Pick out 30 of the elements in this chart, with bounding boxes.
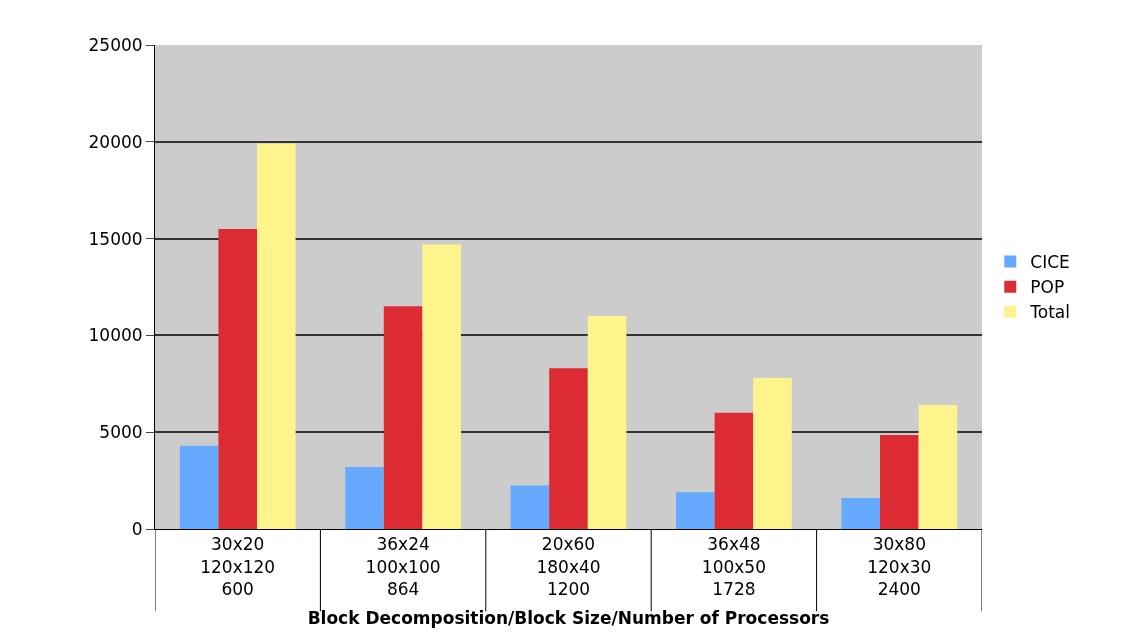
bar — [676, 492, 715, 529]
x-tick-label: 30x80 120x30 2400 — [867, 534, 932, 599]
bar — [714, 412, 754, 529]
legend-label: Total — [1029, 302, 1070, 323]
x-tick-label: 20x60 180x40 1200 — [536, 534, 601, 599]
x-tick-label: 36x24 100x100 864 — [365, 534, 441, 599]
y-tick-label: 15000 — [88, 228, 143, 249]
y-tick-label: 25000 — [88, 34, 143, 55]
bar — [587, 316, 627, 529]
bar — [257, 143, 296, 529]
bar — [422, 244, 461, 529]
x-axis-title: Block Decomposition/Block Size/Number of Processors — [307, 608, 830, 628]
bar — [880, 435, 919, 529]
bar — [510, 485, 550, 529]
bar — [179, 445, 219, 529]
legend-label: POP — [1030, 277, 1065, 298]
bar — [753, 377, 792, 529]
y-tick-label: 10000 — [88, 325, 143, 346]
bar — [345, 467, 384, 529]
bar — [383, 306, 423, 529]
bar — [218, 228, 257, 529]
legend-label: CICE — [1030, 252, 1070, 273]
x-tick-label: 30x20 120x120 600 — [200, 534, 276, 599]
bar — [841, 498, 880, 529]
x-tick-label: 36x48 100x50 1728 — [701, 534, 766, 599]
y-tick-label: 20000 — [88, 131, 143, 152]
y-tick-label: 0 — [131, 518, 143, 539]
y-tick-label: 5000 — [99, 422, 143, 443]
bar — [918, 405, 958, 529]
bar — [549, 368, 588, 529]
